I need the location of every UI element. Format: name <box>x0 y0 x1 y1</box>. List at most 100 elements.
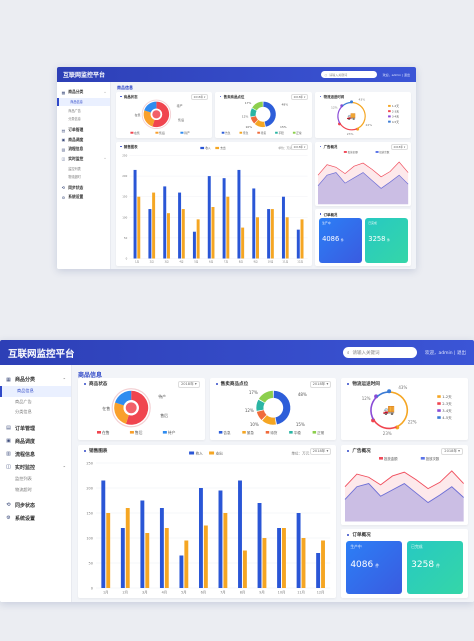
bar-income[interactable] <box>257 503 262 588</box>
preview-sidebar-item[interactable]: 物流超时 <box>68 174 81 179</box>
preview-bar-income[interactable] <box>177 192 181 259</box>
preview-bar-income[interactable] <box>222 178 226 259</box>
preview-bar-income[interactable] <box>236 169 240 259</box>
preview-bar-income[interactable] <box>147 209 151 259</box>
bar-expense[interactable] <box>125 508 130 588</box>
year-label: 2018年 <box>180 381 194 386</box>
sidebar-item[interactable]: 物流超时 <box>15 486 32 492</box>
sidebar-group-6[interactable]: ⚙ 系统设置 <box>0 512 71 525</box>
bar-income[interactable] <box>120 527 125 588</box>
preview-sidebar-group-4[interactable]: ◫ 实时监控 ⌃ <box>57 154 110 164</box>
ads-card-year-select[interactable]: 2018年 ▾ <box>441 447 463 455</box>
preview-search-input[interactable]: ○ 请输入关键词 <box>320 71 377 78</box>
bar-expense[interactable] <box>262 537 267 588</box>
stat-producing[interactable]: 生产中 4086 件 <box>346 540 403 594</box>
bar-income[interactable] <box>218 490 223 588</box>
y-tick-label: 100 <box>86 536 93 540</box>
bar-expense[interactable] <box>242 550 247 588</box>
bar-income[interactable] <box>296 513 301 588</box>
preview-bar-income[interactable] <box>251 188 255 259</box>
bar-expense[interactable] <box>321 540 325 588</box>
preview-bar-expense[interactable] <box>300 219 304 259</box>
preview-legend-label: 收入 <box>205 146 211 150</box>
preview-bar-expense[interactable] <box>270 209 274 259</box>
bar-expense[interactable] <box>145 532 150 588</box>
bar-income[interactable] <box>159 508 164 588</box>
preview-sidebar-item[interactable]: 监控列表 <box>68 166 81 171</box>
preview-bar-expense[interactable] <box>136 196 140 259</box>
bar-income[interactable] <box>238 480 242 588</box>
preview-sidebar-group-6[interactable]: ⚙ 系统设置 <box>57 193 110 203</box>
preview-ads-card-year-select[interactable]: 2018年 ▾ <box>390 143 408 150</box>
preview-bar-expense[interactable] <box>255 217 259 259</box>
bar-expense[interactable] <box>301 537 306 588</box>
preview-bar-expense[interactable] <box>166 213 170 259</box>
preview-bar-income[interactable] <box>281 196 285 259</box>
preview-stat-done[interactable]: 已完成 3258 件 <box>365 218 408 263</box>
preview-bar-income[interactable] <box>133 169 137 259</box>
bar-expense[interactable] <box>203 525 208 588</box>
bar-income[interactable] <box>140 500 145 588</box>
bar-expense[interactable] <box>184 540 189 588</box>
preview-sidebar-group-0[interactable]: ▦ 商品分类 ⌃ <box>57 88 110 98</box>
preview-sales-card-year-select[interactable]: 2018年 ▾ <box>291 143 308 150</box>
preview-stat-producing[interactable]: 生产中 4086 件 <box>319 218 362 263</box>
preview-orders-card-title: 订单概况 <box>323 212 338 217</box>
preview-sidebar-group-5[interactable]: ⟲ 同步状态 <box>57 184 110 194</box>
sales-card-year-select[interactable]: 2018年 ▾ <box>309 447 332 455</box>
stat-done[interactable]: 已完成 3258 件 <box>407 540 463 594</box>
sidebar-item[interactable]: 分类信息 <box>15 409 32 415</box>
goods-status-card-year-select[interactable]: 2018年 ▾ <box>177 380 200 388</box>
bar-expense[interactable] <box>282 527 286 588</box>
sidebar-item[interactable]: 监控列表 <box>15 476 32 482</box>
ship-point-card-year-select[interactable]: 2018年 ▾ <box>309 380 332 388</box>
preview-bar-expense[interactable] <box>225 196 229 259</box>
preview-sidebar-item[interactable]: 分类信息 <box>68 117 81 122</box>
preview-sidebar-item[interactable]: 商品信息 <box>57 97 110 106</box>
preview-bar-income[interactable] <box>192 231 196 259</box>
sidebar-group-5[interactable]: ⟲ 同步状态 <box>0 499 71 512</box>
user-info[interactable]: 欢迎，admin | 退出 <box>425 350 466 356</box>
x-tick-label: 11月 <box>297 590 305 594</box>
preview-sidebar-item[interactable]: 商品广告 <box>68 108 81 113</box>
preview-stat-unit: 件 <box>386 238 390 243</box>
bar-income[interactable] <box>179 555 184 588</box>
preview-chevron-up-icon: ⌃ <box>103 157 107 162</box>
sidebar-group-3[interactable]: ▥ 流程信息 <box>0 448 71 461</box>
preview-goods-status-card-year-select[interactable]: 2018年 ▾ <box>191 93 208 100</box>
sidebar-group-0[interactable]: ▦ 商品分类 ⌃ <box>0 373 71 386</box>
preview-ship-point-card-year-select[interactable]: 2018年 ▾ <box>291 93 308 100</box>
preview-bar-income[interactable] <box>162 186 166 259</box>
sidebar-item[interactable]: 商品广告 <box>15 398 32 404</box>
sidebar-item[interactable]: 商品信息 <box>0 386 71 397</box>
bar-expense[interactable] <box>223 513 228 588</box>
bar-income[interactable] <box>277 527 282 588</box>
sidebar-group-1[interactable]: ▤ 订单管理 <box>0 422 71 435</box>
preview-bar-income[interactable] <box>296 229 300 259</box>
preview-bar-expense[interactable] <box>151 192 155 259</box>
preview-bar-income[interactable] <box>207 176 211 259</box>
preview-bar-expense[interactable] <box>210 206 214 259</box>
sidebar-group-2[interactable]: ▣ 商品调度 <box>0 435 71 448</box>
bar-income[interactable] <box>101 480 106 588</box>
preview-sidebar-group-3[interactable]: ▥ 流程信息 <box>57 145 110 155</box>
preview-donut-label: 10% <box>246 125 253 129</box>
preview-x-tick-label: 10月 <box>267 260 273 264</box>
bar-expense[interactable] <box>106 513 111 588</box>
preview-sidebar-group-label: 商品分类 <box>68 90 84 95</box>
bar-expense[interactable] <box>164 527 169 588</box>
preview-bar-income[interactable] <box>266 209 270 259</box>
preview-bar-expense[interactable] <box>181 209 185 259</box>
preview-bar-expense[interactable] <box>285 217 289 259</box>
preview-bar-expense[interactable] <box>240 227 244 259</box>
preview-sidebar-group-2[interactable]: ▣ 商品调度 <box>57 135 110 145</box>
stat-unit: 件 <box>436 562 441 568</box>
search-input[interactable]: ⌕ 请输入关键词 <box>343 347 418 358</box>
bar-income[interactable] <box>316 552 321 588</box>
preview-user-info[interactable]: 欢迎，admin | 退出 <box>382 72 410 77</box>
preview-bar-expense[interactable] <box>196 219 200 259</box>
preview-main: 商品信息 商品状态 2018年 ▾ 待产 售后 在售 在售 售后 待产 售卖商品点位 2018年 … <box>111 82 416 269</box>
preview-sidebar-group-1[interactable]: ▤ 订单管理 <box>57 126 110 136</box>
sidebar-group-4[interactable]: ◫ 实时监控 ⌃ <box>0 461 71 474</box>
bar-income[interactable] <box>198 488 203 588</box>
